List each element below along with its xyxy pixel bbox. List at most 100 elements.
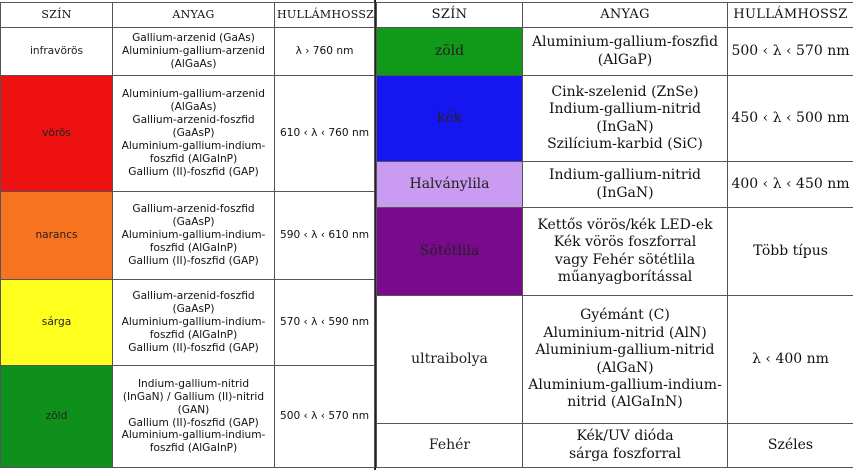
material-line: (AlGaAs) xyxy=(170,101,217,114)
material-line: Cink-szelenid (ZnSe) xyxy=(551,83,699,100)
material-line: Aluminium-gallium-indium- xyxy=(121,229,266,242)
table-row: Halványlila Indium-gallium-nitrid (InGaN)… xyxy=(376,161,853,208)
wavelength-cell: 610 ‹ λ ‹ 760 nm xyxy=(274,75,375,192)
color-cell: sárga xyxy=(0,279,113,366)
right-led-table: SZÍN ANYAG HULLÁMHOSSZ zöld Aluminium-ga… xyxy=(376,2,853,468)
wavelength-cell: 590 ‹ λ ‹ 610 nm xyxy=(274,191,375,280)
material-cell: Indium-gallium-nitrid (InGaN) / Gallium (… xyxy=(112,365,275,468)
color-cell: zöld xyxy=(376,27,523,76)
header-wavelength: HULLÁMHOSSZ xyxy=(274,2,375,28)
material-cell: Kék/UV dióda sárga foszforral xyxy=(522,423,728,468)
material-line: sárga foszforral xyxy=(569,445,681,462)
material-line: Aluminium-gallium-indium- xyxy=(121,139,266,152)
table-row: zöld Aluminium-gallium-foszfid (AlGaP) 50… xyxy=(376,27,853,76)
material-line: (InGaN) / Gallium (II)-nitrid xyxy=(122,390,265,403)
material-line: Aluminium-gallium-foszfid xyxy=(531,34,719,51)
header-wavelength: HULLÁMHOSSZ xyxy=(727,2,853,28)
material-line: foszfid (AlGaInP) xyxy=(149,241,238,254)
material-cell: Gallium-arzenid-foszfid (GaAsP) Aluminium-… xyxy=(112,191,275,280)
material-line: (GAN) xyxy=(177,403,210,416)
material-line: Aluminium-gallium-indium- xyxy=(121,316,266,329)
material-line: Gallium (II)-foszfid (GAP) xyxy=(128,165,259,178)
material-cell: Kettős vörös/kék LED-ek Kék vörös foszfor… xyxy=(522,207,728,296)
color-cell: Fehér xyxy=(376,423,523,468)
table-row: kék Cink-szelenid (ZnSe) Indium-gallium-n… xyxy=(376,75,853,162)
wavelength-cell: 500 ‹ λ ‹ 570 nm xyxy=(274,365,375,468)
table-divider xyxy=(374,0,376,470)
material-line: Indium-gallium-nitrid xyxy=(137,377,250,390)
wavelength-cell: λ › 760 nm xyxy=(274,27,375,76)
material-line: (GaAsP) xyxy=(172,127,215,140)
color-cell: Sötétlila xyxy=(376,207,523,296)
wavelength-cell: 570 ‹ λ ‹ 590 nm xyxy=(274,279,375,366)
material-cell: Indium-gallium-nitrid (InGaN) xyxy=(522,161,728,208)
material-cell: Aluminium-gallium-foszfid (AlGaP) xyxy=(522,27,728,76)
material-line: Indium-gallium-nitrid xyxy=(548,101,702,118)
color-cell: ultraibolya xyxy=(376,295,523,424)
material-line: (InGaN) xyxy=(596,184,654,201)
material-line: foszfid (AlGaInP) xyxy=(149,328,238,341)
wavelength-cell: 400 ‹ λ ‹ 450 nm xyxy=(727,161,853,208)
color-cell: Halványlila xyxy=(376,161,523,208)
table-row: Sötétlila Kettős vörös/kék LED-ek Kék vör… xyxy=(376,207,853,296)
material-line: (AlGaP) xyxy=(597,51,653,68)
color-cell: zöld xyxy=(0,365,113,468)
material-line: Gallium (II)-foszfid (GAP) xyxy=(128,254,259,267)
material-line: Aluminium-gallium-arzenid xyxy=(122,45,265,58)
color-cell: vörös xyxy=(0,75,113,192)
material-line: Aluminium-gallium-indium- xyxy=(121,429,266,442)
material-line: Kék/UV dióda xyxy=(576,428,674,445)
color-cell: infravörös xyxy=(0,27,113,76)
material-cell: Aluminium-gallium-arzenid (AlGaAs) Gallium… xyxy=(112,75,275,192)
material-line: nitrid (AlGaInN) xyxy=(567,394,683,411)
wavelength-cell: Több típus xyxy=(727,207,853,296)
table-row: infravörös Gallium-arzenid (GaAs) Alumini… xyxy=(0,27,375,76)
material-line: Aluminium-gallium-indium- xyxy=(528,376,722,393)
material-line: műanyagborítással xyxy=(557,268,693,285)
table-row: zöld Indium-gallium-nitrid (InGaN) / Gall… xyxy=(0,365,375,468)
left-led-table: SZÍN ANYAG HULLÁMHOSSZ infravörös Galliu… xyxy=(0,2,375,468)
material-cell: Cink-szelenid (ZnSe) Indium-gallium-nitri… xyxy=(522,75,728,162)
color-cell: narancs xyxy=(0,191,113,280)
table-row: narancs Gallium-arzenid-foszfid (GaAsP) Al… xyxy=(0,191,375,280)
material-line: Indium-gallium-nitrid xyxy=(548,167,702,184)
wavelength-cell: 450 ‹ λ ‹ 500 nm xyxy=(727,75,853,162)
material-line: foszfid (AlGaInP) xyxy=(149,152,238,165)
material-line: Aluminium-gallium-arzenid xyxy=(122,88,265,101)
material-line: (AlGaAs) xyxy=(170,57,217,70)
header-color: SZÍN xyxy=(376,2,523,28)
material-line: foszfid (AlGaInP) xyxy=(149,442,238,455)
material-line: Gallium (II)-foszfid (GAP) xyxy=(128,341,259,354)
wavelength-cell: 500 ‹ λ ‹ 570 nm xyxy=(727,27,853,76)
material-line: (GaAsP) xyxy=(172,216,215,229)
table-row: ultraibolya Gyémánt (C) Aluminium-nitrid … xyxy=(376,295,853,424)
table-row: vörös Aluminium-gallium-arzenid (AlGaAs) G… xyxy=(0,75,375,192)
material-line: Gallium (II)-foszfid (GAP) xyxy=(128,416,259,429)
material-line: Gallium-arzenid-foszfid xyxy=(132,290,255,303)
table-row: sárga Gallium-arzenid-foszfid (GaAsP) Alum… xyxy=(0,279,375,366)
material-line: (InGaN) xyxy=(596,118,654,135)
header-color: SZÍN xyxy=(0,2,113,28)
material-line: (AlGaN) xyxy=(596,359,654,376)
material-line: Kék vörös foszforral xyxy=(553,234,697,251)
material-line: Aluminium-gallium-nitrid xyxy=(535,342,715,359)
material-line: Kettős vörös/kék LED-ek xyxy=(537,216,713,233)
material-line: Gallium-arzenid-foszfid xyxy=(132,114,255,127)
material-cell: Gyémánt (C) Aluminium-nitrid (AlN) Alumini… xyxy=(522,295,728,424)
material-line: (GaAsP) xyxy=(172,303,215,316)
material-line: Aluminium-nitrid (AlN) xyxy=(543,324,707,341)
table-row: Fehér Kék/UV dióda sárga foszforral Széle… xyxy=(376,423,853,468)
wavelength-cell: λ ‹ 400 nm xyxy=(727,295,853,424)
header-row: SZÍN ANYAG HULLÁMHOSSZ xyxy=(376,2,853,28)
wavelength-cell: Széles xyxy=(727,423,853,468)
material-cell: Gallium-arzenid-foszfid (GaAsP) Aluminium-… xyxy=(112,279,275,366)
header-row: SZÍN ANYAG HULLÁMHOSSZ xyxy=(0,2,375,28)
header-material: ANYAG xyxy=(522,2,728,28)
material-cell: Gallium-arzenid (GaAs) Aluminium-gallium-… xyxy=(112,27,275,76)
color-cell: kék xyxy=(376,75,523,162)
material-line: Szilícium-karbid (SiC) xyxy=(547,135,703,152)
header-material: ANYAG xyxy=(112,2,275,28)
material-line: vagy Fehér sötétlila xyxy=(554,251,696,268)
material-line: Gallium-arzenid (GaAs) xyxy=(132,32,255,45)
material-line: Gallium-arzenid-foszfid xyxy=(132,203,255,216)
